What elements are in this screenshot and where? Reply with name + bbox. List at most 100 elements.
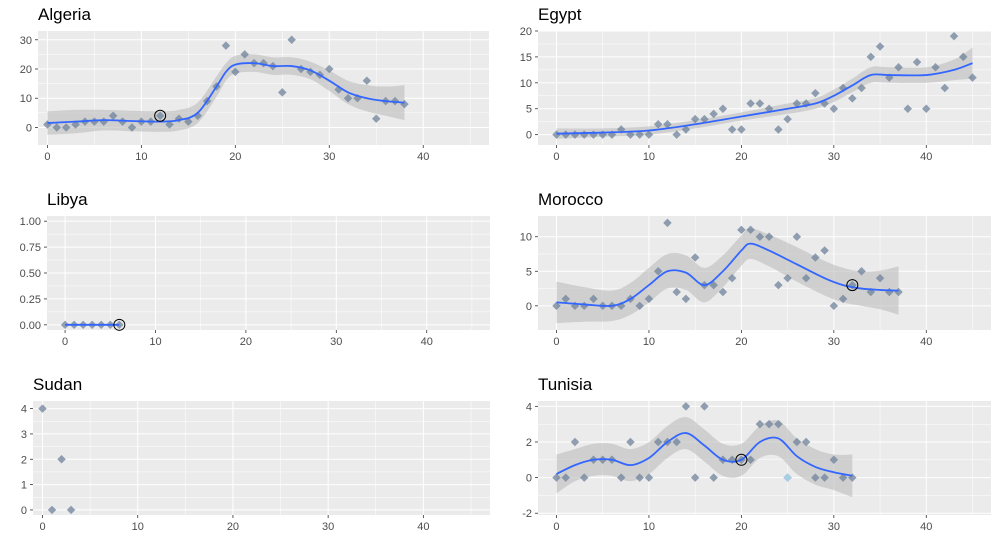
y-tick-label: 2 [526,437,532,449]
data-point [212,82,221,91]
y-tick-label: 5 [526,104,532,116]
data-point [811,253,820,262]
x-tick-label: 20 [735,336,747,348]
data-point [746,99,755,108]
plot-background [47,216,490,330]
data-point [885,287,894,297]
data-point [644,473,654,482]
data-point [38,404,47,413]
data-point [801,273,811,283]
highlight-marker [154,109,167,122]
data-point [249,58,259,68]
data-point [353,93,362,103]
x-tick-label: 10 [643,151,655,163]
data-point [857,83,866,93]
data-point [78,320,88,330]
y-tick-label: 1.00 [20,216,41,228]
data-point [672,437,681,447]
data-point [108,111,118,121]
data-point [653,267,663,276]
data-point [885,73,894,82]
data-point [616,473,626,482]
x-tick-label: 40 [421,336,433,348]
x-tick-label: 20 [735,521,747,533]
data-point [866,52,876,62]
y-tick-label: -2 [522,508,532,520]
data-point [589,130,598,139]
data-point [792,437,802,447]
data-point [268,61,278,71]
data-point [737,225,746,235]
x-tick-label: 0 [62,336,68,348]
data-point [626,130,635,139]
x-tick-label: 40 [920,521,932,533]
data-point [97,320,106,330]
data-point [727,273,737,283]
y-tick-label: 0.25 [20,294,41,306]
data-point [718,104,728,113]
data-point [570,130,580,139]
data-point [115,320,124,330]
y-tick-label: 0.00 [20,320,41,332]
data-point [755,232,765,241]
data-point [801,99,811,108]
data-point [80,117,90,126]
data-point [792,232,802,241]
data-point [912,57,922,67]
data-point [746,455,755,465]
data-point [866,287,876,297]
data-point [838,473,848,482]
x-tick-label: 20 [227,521,239,533]
data-point [700,280,709,290]
data-point [193,111,202,121]
data-point [709,473,718,482]
data-point [644,294,654,304]
data-point [118,117,127,126]
plot-background [38,31,489,145]
data-point [838,294,848,304]
x-tick-label: 10 [135,151,147,163]
data-point [727,125,737,134]
data-point [589,455,598,465]
y-tick-label: 0 [526,473,532,485]
data-point [99,117,109,126]
data-point [589,294,598,304]
x-tick-label: 30 [828,336,840,348]
data-point [240,50,249,59]
data-point [848,94,857,103]
y-tick-label: 10 [520,232,532,244]
data-point [165,120,174,129]
data-point [71,120,80,129]
y-tick-label: 1 [21,480,27,492]
data-point [306,67,315,77]
highlight-marker [735,453,748,466]
data-point [700,402,709,411]
data-point [848,473,857,482]
panel-title-morocco: Morocco [538,190,604,209]
data-point [626,294,635,304]
data-point [737,125,746,134]
data-point [783,273,792,283]
y-tick-label: 10 [520,78,532,90]
x-tick-label: 40 [920,336,932,348]
data-point [52,123,62,132]
data-point [940,83,950,93]
data-point [552,130,561,139]
data-point [607,301,617,311]
plot-background [538,216,991,330]
data-point [579,130,589,139]
y-tick-label: 30 [20,35,32,47]
data-point [552,301,561,311]
smooth-line [556,62,973,135]
x-tick-label: 10 [149,336,161,348]
data-point [663,120,672,129]
data-point [561,473,570,482]
data-point [390,96,400,106]
x-tick-label: 40 [417,521,429,533]
x-tick-label: 0 [553,336,559,348]
y-tick-label: 20 [520,26,532,38]
data-point [727,455,737,465]
data-point [61,123,71,132]
